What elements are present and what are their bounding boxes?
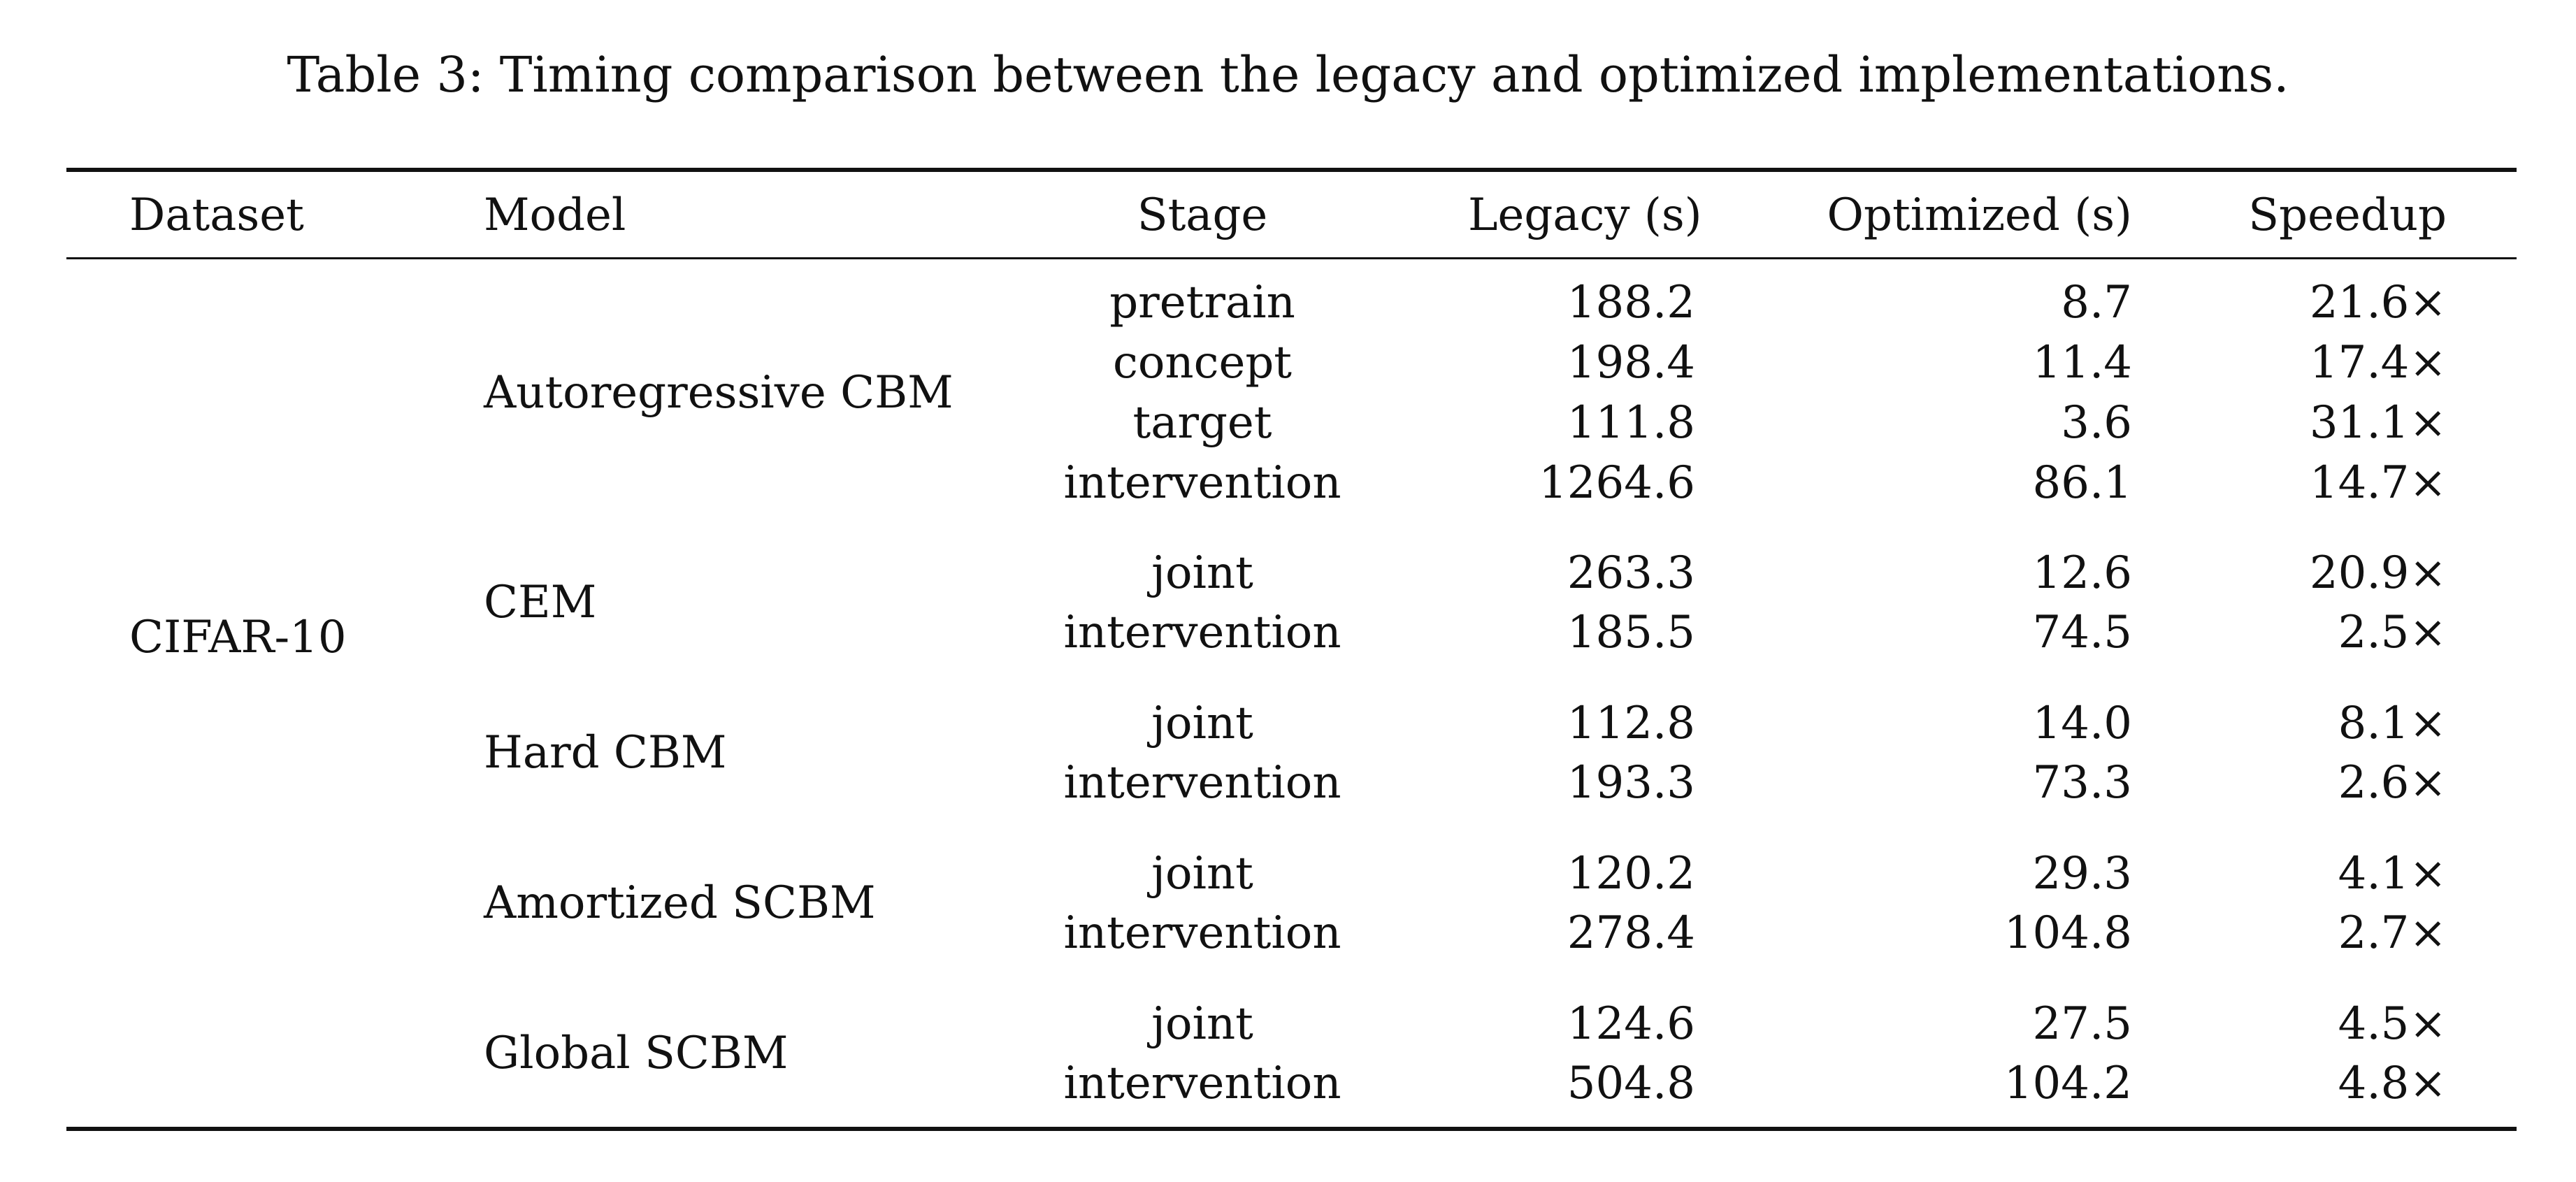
top-rule <box>66 168 2517 172</box>
legacy-cell: 198.4 <box>1567 337 1695 389</box>
header-optimized: Optimized (s) <box>1827 189 2132 241</box>
model-cell: Hard CBM <box>484 727 727 779</box>
stage-cell: intervention <box>1063 907 1341 959</box>
stage-cell: joint <box>1151 547 1253 599</box>
speedup-cell: 4.1× <box>2338 848 2447 900</box>
optimized-cell: 104.8 <box>2003 907 2132 959</box>
stage-cell: intervention <box>1063 607 1341 658</box>
stage-cell: intervention <box>1063 457 1341 509</box>
stage-cell: concept <box>1113 337 1292 389</box>
legacy-cell: 111.8 <box>1567 397 1695 449</box>
legacy-cell: 120.2 <box>1567 848 1695 900</box>
legacy-cell: 188.2 <box>1567 277 1695 329</box>
dataset-cell: CIFAR-10 <box>129 612 347 663</box>
header-model: Model <box>484 189 626 241</box>
speedup-cell: 31.1× <box>2309 397 2447 449</box>
speedup-cell: 21.6× <box>2309 277 2447 329</box>
legacy-cell: 263.3 <box>1567 547 1695 599</box>
optimized-cell: 74.5 <box>2032 607 2133 658</box>
speedup-cell: 17.4× <box>2309 337 2447 389</box>
speedup-cell: 2.5× <box>2338 607 2447 658</box>
optimized-cell: 73.3 <box>2032 757 2133 809</box>
bottom-rule <box>66 1127 2517 1131</box>
header-speedup: Speedup <box>2248 189 2447 241</box>
stage-cell: joint <box>1151 698 1253 749</box>
header-dataset: Dataset <box>129 189 304 241</box>
optimized-cell: 104.2 <box>2003 1058 2132 1109</box>
header-rule <box>66 257 2517 259</box>
legacy-cell: 1264.6 <box>1539 457 1695 509</box>
stage-cell: pretrain <box>1109 277 1295 329</box>
speedup-cell: 14.7× <box>2309 457 2447 509</box>
legacy-cell: 504.8 <box>1567 1058 1695 1109</box>
legacy-cell: 278.4 <box>1567 907 1695 959</box>
optimized-cell: 8.7 <box>2061 277 2132 329</box>
optimized-cell: 11.4 <box>2032 337 2133 389</box>
legacy-cell: 112.8 <box>1567 698 1695 749</box>
stage-cell: joint <box>1151 998 1253 1050</box>
model-cell: Autoregressive CBM <box>484 367 954 419</box>
speedup-cell: 4.8× <box>2338 1058 2447 1109</box>
stage-cell: joint <box>1151 848 1253 900</box>
legacy-cell: 193.3 <box>1567 757 1695 809</box>
speedup-cell: 2.6× <box>2338 757 2447 809</box>
optimized-cell: 14.0 <box>2032 698 2133 749</box>
optimized-cell: 27.5 <box>2032 998 2133 1050</box>
legacy-cell: 185.5 <box>1567 607 1695 658</box>
speedup-cell: 4.5× <box>2338 998 2447 1050</box>
model-cell: CEM <box>484 577 597 628</box>
table-caption: Table 3: Timing comparison between the l… <box>287 46 2289 103</box>
optimized-cell: 86.1 <box>2032 457 2133 509</box>
stage-cell: intervention <box>1063 1058 1341 1109</box>
model-cell: Amortized SCBM <box>484 877 876 929</box>
model-cell: Global SCBM <box>484 1028 789 1079</box>
optimized-cell: 12.6 <box>2032 547 2133 599</box>
speedup-cell: 20.9× <box>2309 547 2447 599</box>
stage-cell: intervention <box>1063 757 1341 809</box>
optimized-cell: 3.6 <box>2061 397 2132 449</box>
header-stage: Stage <box>1137 189 1268 241</box>
header-legacy: Legacy (s) <box>1468 189 1702 241</box>
legacy-cell: 124.6 <box>1567 998 1695 1050</box>
speedup-cell: 8.1× <box>2338 698 2447 749</box>
stage-cell: target <box>1132 397 1272 449</box>
speedup-cell: 2.7× <box>2338 907 2447 959</box>
optimized-cell: 29.3 <box>2032 848 2133 900</box>
